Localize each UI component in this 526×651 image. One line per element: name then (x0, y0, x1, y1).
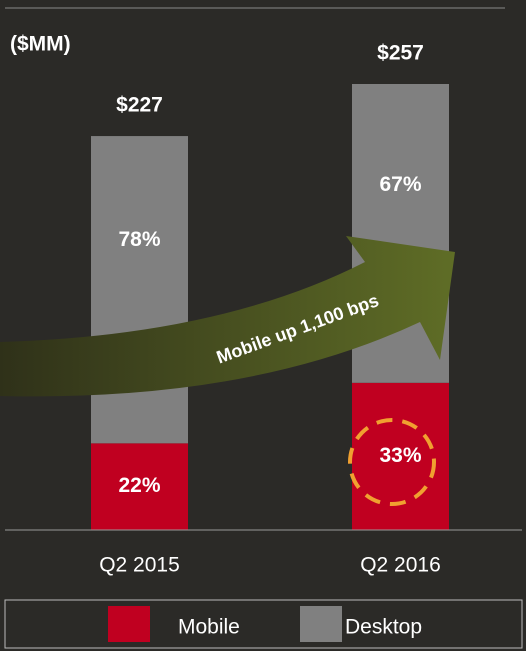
x-tick-label: Q2 2016 (360, 554, 441, 577)
x-tick-label: Q2 2015 (99, 554, 180, 577)
value-label: 78% (118, 228, 160, 251)
total-label: $227 (116, 94, 163, 117)
trend-arrow (0, 236, 455, 397)
bar-segment (91, 443, 188, 530)
total-label: $257 (377, 42, 424, 65)
bars: 22% 78% $227 Q2 2015 33% 67% $257 Q2 2016 (91, 42, 449, 577)
legend-swatch (108, 606, 150, 642)
value-label: 33% (379, 444, 421, 467)
legend: Mobile Desktop (108, 606, 422, 642)
bar-segment (352, 382, 449, 530)
value-label: 22% (118, 474, 160, 497)
legend-label: Desktop (345, 616, 422, 639)
bar-segment (91, 136, 188, 444)
highlight-circle (348, 418, 436, 506)
unit-label: ($MM) (10, 33, 71, 56)
legend-label: Mobile (178, 616, 240, 639)
value-label: 67% (379, 173, 421, 196)
legend-box (4, 599, 523, 649)
legend-swatch (300, 606, 342, 642)
